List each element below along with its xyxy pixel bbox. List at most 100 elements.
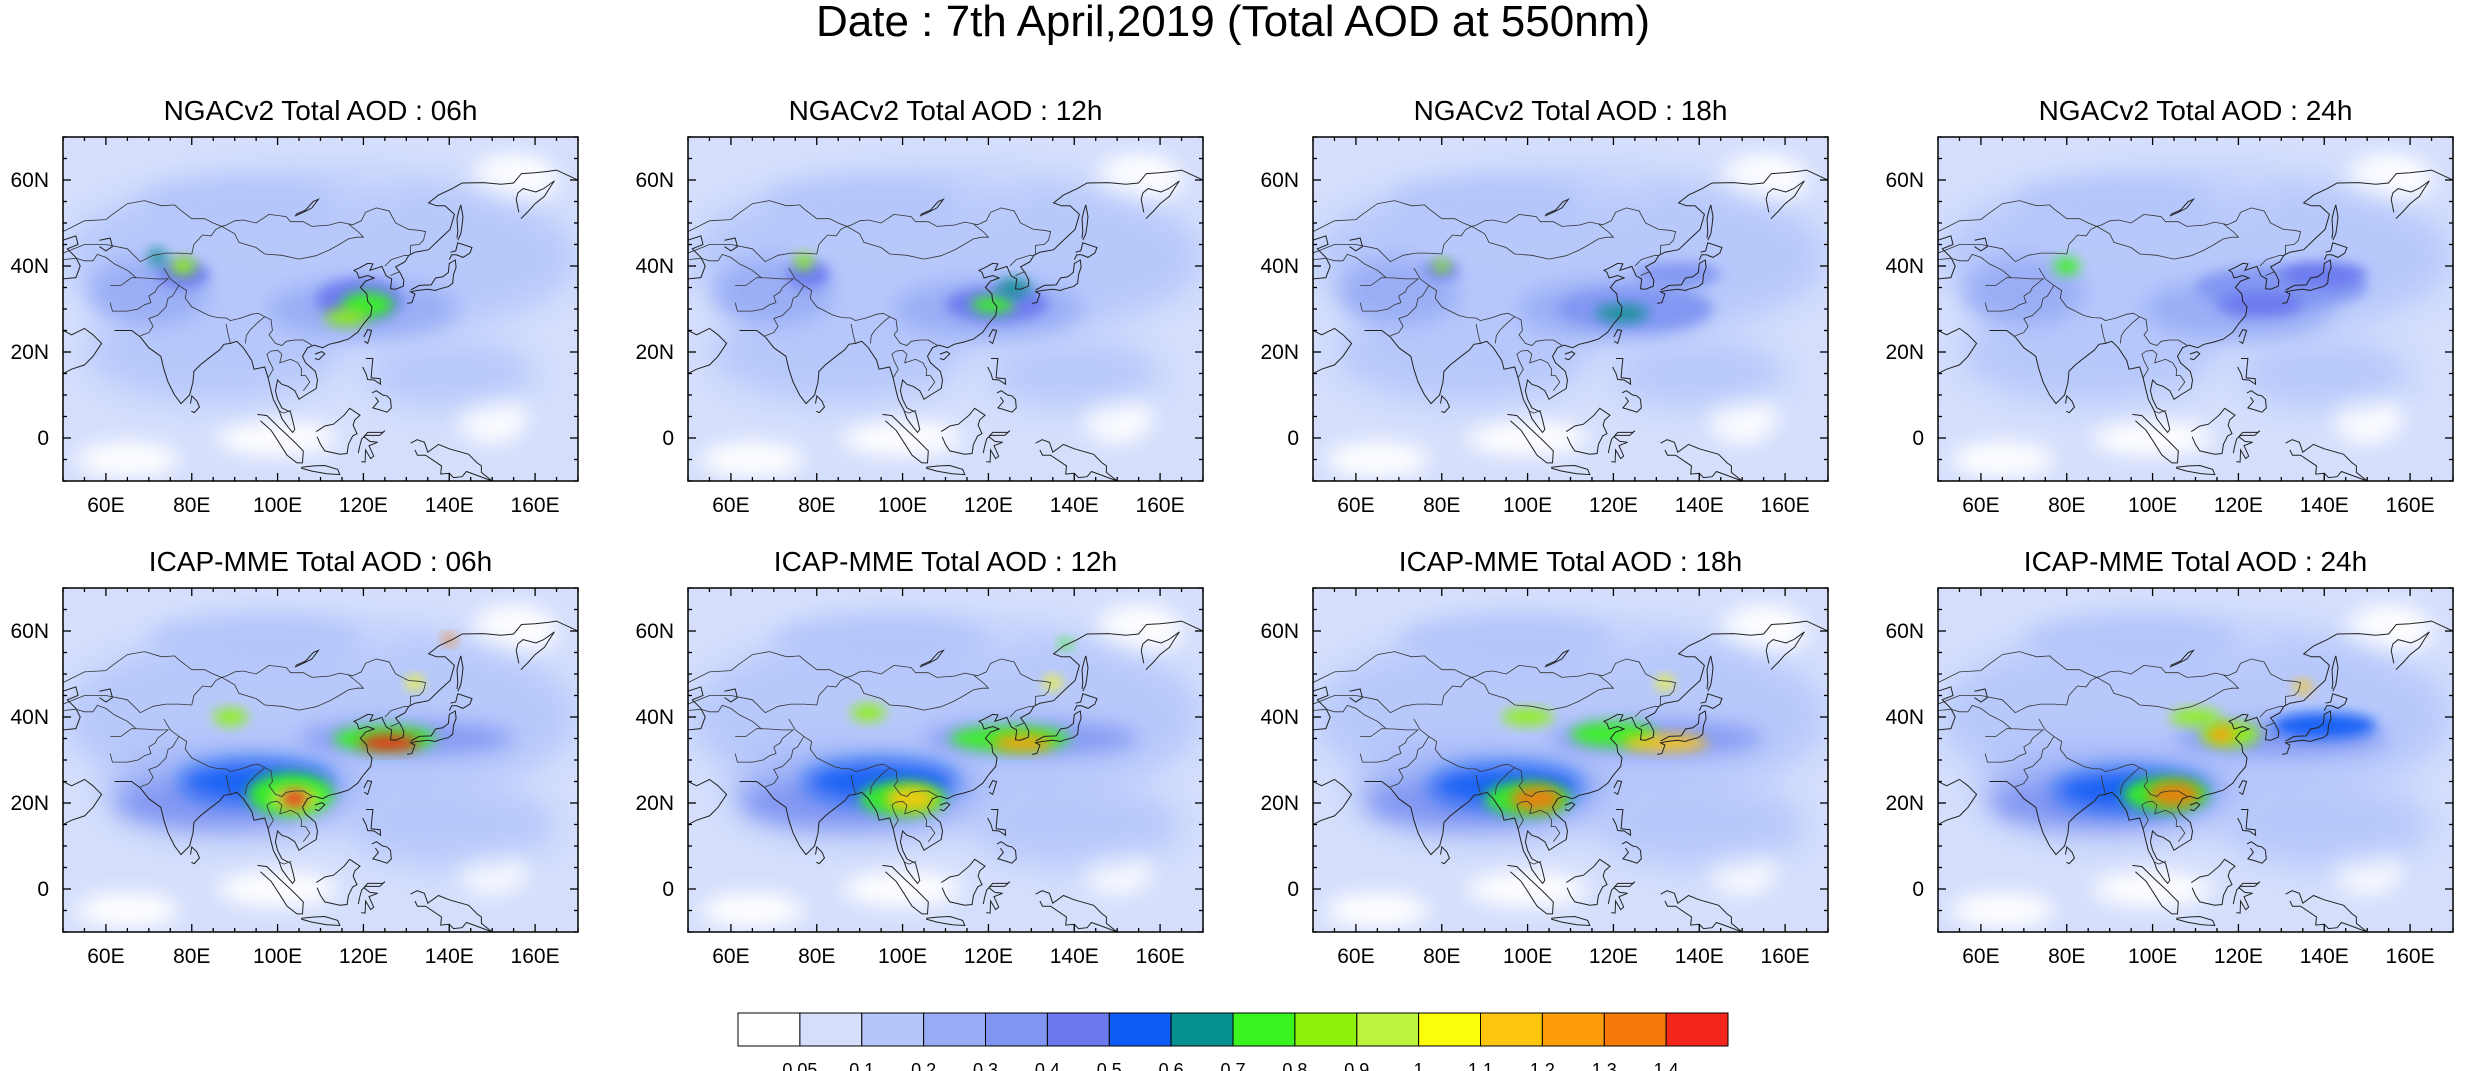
lat-tick-label: 40N: [10, 255, 49, 278]
colorbar-label: 1.1: [1468, 1060, 1493, 1071]
colorbar-label: 1: [1414, 1060, 1424, 1071]
lon-tick-label: 160E: [511, 945, 560, 968]
lat-tick-label: 60N: [1885, 169, 1924, 192]
aod-patch: [2281, 261, 2368, 288]
panel-title: ICAP-MME Total AOD : 24h: [2024, 546, 2367, 577]
coastlines: [63, 620, 578, 932]
aod-patch: [1433, 259, 1451, 273]
aod-patch: [2217, 291, 2303, 318]
lon-tick-label: 160E: [1761, 494, 1810, 517]
lat-tick-label: 0: [662, 427, 674, 450]
clear-patch: [842, 871, 963, 907]
clear-patch: [2345, 605, 2432, 657]
clear-patch: [470, 605, 557, 657]
lon-tick-label: 120E: [964, 494, 1013, 517]
clear-patch: [2092, 420, 2213, 456]
colorbar-box: [1356, 1012, 1420, 1047]
clear-patch: [75, 442, 179, 477]
aod-patch: [997, 278, 1032, 297]
aod-patch: [1959, 300, 2217, 404]
lon-tick-label: 160E: [1136, 494, 1185, 517]
aod-patch: [2148, 781, 2200, 808]
lon-tick-label: 100E: [1503, 494, 1552, 517]
lon-tick-label: 140E: [425, 945, 474, 968]
aod-field: [688, 588, 1203, 932]
ticks: [1937, 136, 2454, 482]
lon-tick-label: 140E: [2300, 945, 2349, 968]
clear-patch: [700, 442, 804, 477]
aod-patch: [1622, 734, 1708, 752]
lon-tick-label: 140E: [2300, 494, 2349, 517]
borders: [1313, 200, 1677, 414]
lat-tick-label: 40N: [635, 255, 674, 278]
colorbar-box: [923, 1012, 986, 1047]
lat-tick-label: 0: [1912, 427, 1924, 450]
clear-patch: [217, 871, 338, 907]
lon-tick-label: 100E: [878, 494, 927, 517]
clear-patch: [1467, 871, 1588, 907]
lon-tick-label: 60E: [87, 945, 124, 968]
aod-patch: [2238, 339, 2411, 408]
panel-title: NGACv2 Total AOD : 06h: [164, 95, 478, 126]
lon-tick-label: 160E: [1136, 945, 1185, 968]
lat-tick-label: 60N: [635, 620, 674, 643]
lat-tick-label: 0: [1287, 427, 1299, 450]
aod-patch: [2208, 725, 2235, 743]
panel-title: ICAP-MME Total AOD : 06h: [149, 546, 492, 577]
colorbar-box: [1603, 1012, 1667, 1047]
aod-patch: [1596, 304, 1648, 322]
colorbar-box: [799, 1012, 863, 1047]
lon-tick-label: 140E: [1675, 494, 1724, 517]
lon-tick-label: 140E: [425, 494, 474, 517]
map-panel-1: NGACv2 Total AOD : 06h 60E 80E 100E 120E 140E…: [10, 95, 579, 517]
lat-tick-label: 20N: [10, 341, 49, 364]
colorbar-label: 1.4: [1654, 1060, 1679, 1071]
lon-tick-label: 60E: [1962, 945, 1999, 968]
colorbar-box: [1108, 1012, 1172, 1047]
clear-patch: [1095, 154, 1182, 206]
lat-tick-label: 20N: [635, 341, 674, 364]
aod-patch: [1398, 613, 1614, 666]
aod-patch: [342, 781, 557, 868]
lon-tick-label: 60E: [712, 494, 749, 517]
map-panel-8: ICAP-MME Total AOD : 24h 60E 80E 100E 120E 14…: [1885, 546, 2454, 968]
clear-patch: [700, 893, 804, 928]
colorbar-label: 0.2: [911, 1060, 936, 1071]
lat-tick-label: 40N: [10, 706, 49, 729]
aod-patch: [84, 300, 342, 404]
aod-field: [688, 137, 1203, 481]
clear-patch: [1720, 605, 1807, 657]
clear-patch: [1950, 442, 2054, 477]
map-panel-6: ICAP-MME Total AOD : 12h 60E 80E 100E 120E 14…: [635, 546, 1204, 968]
map-panel-2: NGACv2 Total AOD : 12h 60E 80E 100E 120E 140E…: [635, 95, 1204, 517]
lon-tick-label: 80E: [173, 494, 210, 517]
lon-tick-label: 120E: [964, 945, 1013, 968]
lon-tick-label: 160E: [2386, 945, 2435, 968]
lon-tick-label: 100E: [253, 945, 302, 968]
lon-tick-label: 80E: [798, 494, 835, 517]
clear-patch: [842, 420, 963, 456]
coastlines: [1313, 169, 1828, 481]
aod-patch: [992, 734, 1053, 752]
coastlines: [688, 620, 1203, 932]
lat-tick-label: 40N: [1885, 706, 1924, 729]
lon-tick-label: 80E: [1423, 494, 1460, 517]
panel-title: NGACv2 Total AOD : 18h: [1414, 95, 1728, 126]
aod-patch: [2217, 781, 2432, 868]
aod-patch: [851, 704, 886, 722]
lat-tick-label: 20N: [1260, 341, 1299, 364]
lon-tick-label: 100E: [2128, 494, 2177, 517]
aod-patch: [406, 676, 424, 690]
colorbar-label: 0.3: [973, 1060, 998, 1071]
colorbar-box: [1046, 1012, 1110, 1047]
colorbar-box: [1294, 1012, 1358, 1047]
clear-patch: [1720, 154, 1807, 206]
ticks: [1312, 136, 1829, 482]
lat-tick-label: 0: [1287, 878, 1299, 901]
aod-patch: [1390, 180, 1580, 223]
colorbar-label: 1.3: [1592, 1060, 1617, 1071]
lon-tick-label: 80E: [2048, 494, 2085, 517]
lon-tick-label: 160E: [2386, 494, 2435, 517]
panel-title: NGACv2 Total AOD : 12h: [789, 95, 1103, 126]
lon-tick-label: 120E: [1589, 494, 1638, 517]
